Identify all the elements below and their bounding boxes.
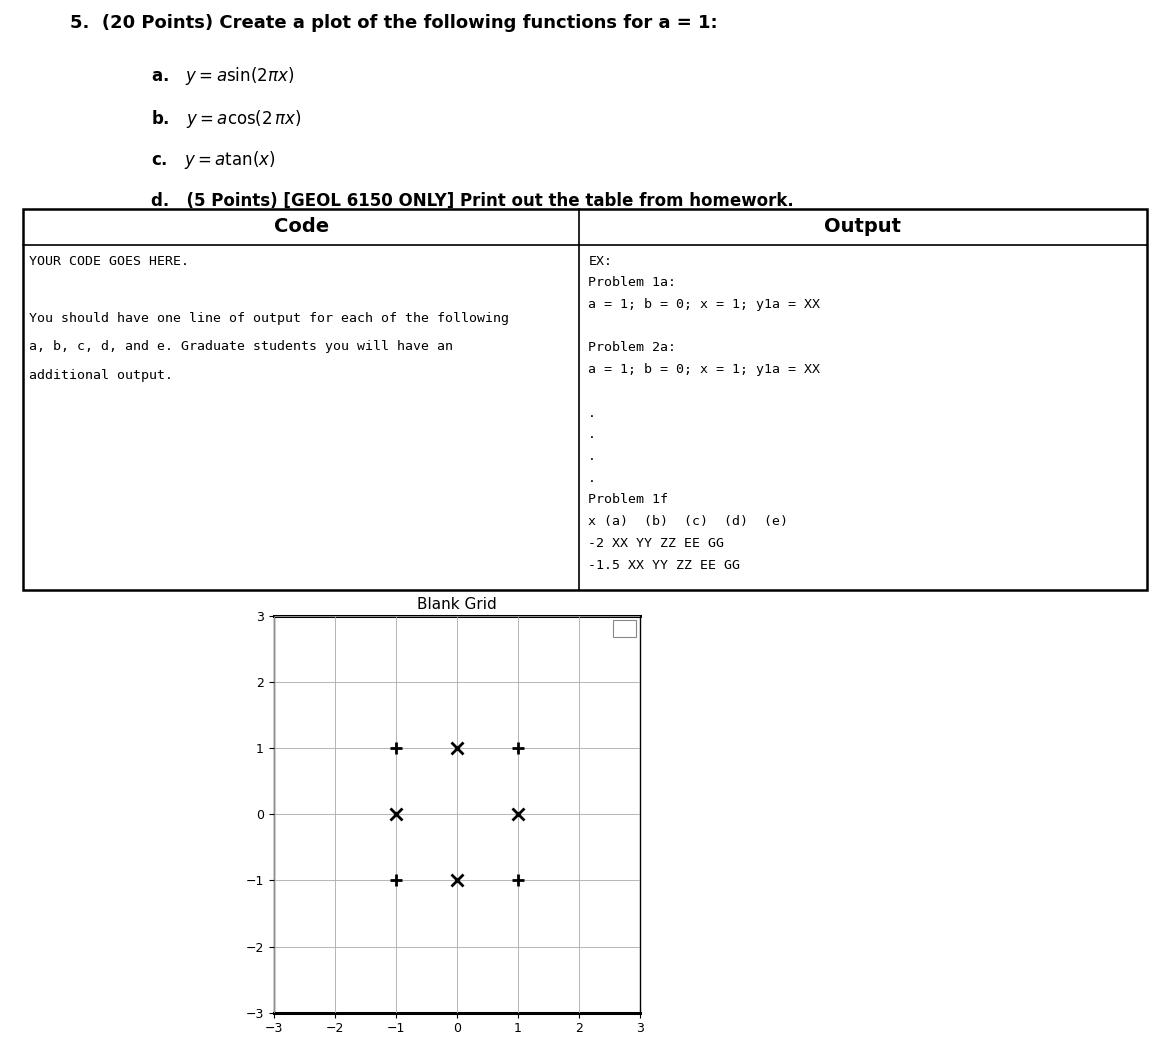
Text: .: . <box>588 472 596 484</box>
Text: additional output.: additional output. <box>29 369 173 382</box>
Text: a = 1; b = 0; x = 1; y1a = XX: a = 1; b = 0; x = 1; y1a = XX <box>588 298 821 311</box>
Text: a = 1; b = 0; x = 1; y1a = XX: a = 1; b = 0; x = 1; y1a = XX <box>588 363 821 376</box>
Text: Problem 2a:: Problem 2a: <box>588 341 676 354</box>
Text: -1.5 XX YY ZZ EE GG: -1.5 XX YY ZZ EE GG <box>588 559 740 572</box>
Text: -2 XX YY ZZ EE GG: -2 XX YY ZZ EE GG <box>588 537 724 550</box>
Text: a, b, c, d, and e. Graduate students you will have an: a, b, c, d, and e. Graduate students you… <box>29 340 453 353</box>
Text: You should have one line of output for each of the following: You should have one line of output for e… <box>29 312 509 325</box>
Text: a.   $y = a\sin(2\pi x)$: a. $y = a\sin(2\pi x)$ <box>151 65 294 87</box>
Text: YOUR CODE GOES HERE.: YOUR CODE GOES HERE. <box>29 255 189 267</box>
Text: .: . <box>588 450 596 462</box>
Text: .: . <box>588 406 596 420</box>
Title: Blank Grid: Blank Grid <box>417 597 497 612</box>
Text: .: . <box>588 428 596 442</box>
Bar <box>612 620 636 637</box>
Text: Output: Output <box>824 217 901 236</box>
Text: b.   $y = a\cos(2\,\pi x)$: b. $y = a\cos(2\,\pi x)$ <box>151 108 301 129</box>
Text: 5.  (20 Points) Create a plot of the following functions for a = 1:: 5. (20 Points) Create a plot of the foll… <box>70 15 717 32</box>
Text: d.   (5 Points) [GEOL 6150 ONLY] Print out the table from homework.: d. (5 Points) [GEOL 6150 ONLY] Print out… <box>151 191 794 210</box>
Text: Code: Code <box>274 217 329 236</box>
Text: EX:: EX: <box>588 255 612 267</box>
Text: x (a)  (b)  (c)  (d)  (e): x (a) (b) (c) (d) (e) <box>588 515 788 528</box>
Text: Problem 1f: Problem 1f <box>588 494 668 506</box>
Text: c.   $y = a\tan(x)$: c. $y = a\tan(x)$ <box>151 148 276 170</box>
Text: Problem 1a:: Problem 1a: <box>588 277 676 289</box>
